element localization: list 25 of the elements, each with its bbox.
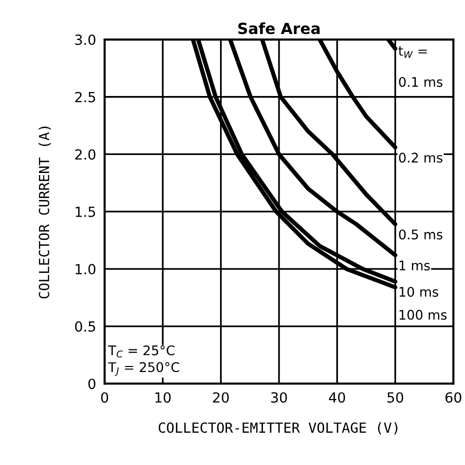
y-tick-label: 2.0 (75, 149, 96, 160)
x-tick-label: 10 (155, 392, 171, 403)
y-tick-label: 1.5 (76, 206, 96, 218)
x-tick-label: 30 (271, 392, 287, 403)
y-axis-title: COLLECTOR CURRENT (A) (38, 126, 51, 298)
x-tick-label: 60 (446, 392, 462, 403)
y-tick-label: 0.5 (75, 321, 96, 332)
y-tick-label: 1.0 (76, 264, 96, 274)
annotation: T$_{C}$ = 25°C T$_{J}$ = 250°C (108, 345, 180, 376)
chart-title: Safe Area (238, 22, 320, 34)
text: 0.1 ms (399, 76, 442, 87)
y-tick-label: 2.5 (75, 92, 96, 102)
series-label: 10 ms (400, 286, 438, 297)
x-tick-label: 50 (387, 392, 404, 403)
x-tick-label: 40 (328, 392, 346, 403)
x-tick-label: 0 (101, 392, 108, 403)
x-axis-title: COLLECTOR-EMITTER VOLTAGE (V) (158, 422, 398, 435)
annotation: t$_{W}$ = (398, 46, 427, 58)
series-label: 0.5 ms (399, 230, 442, 240)
series-label: 1 ms (400, 260, 430, 270)
series-label: 100 ms (400, 310, 447, 320)
y-tick-label: 0 (88, 378, 96, 390)
y-tick-label: 3.0 (75, 34, 96, 45)
series-label: 0.2 ms (399, 152, 442, 163)
x-tick-label: 20 (213, 392, 229, 403)
